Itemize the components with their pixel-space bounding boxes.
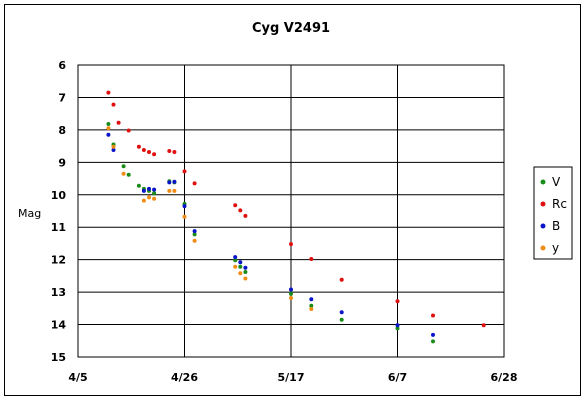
point-rc — [106, 90, 111, 95]
point-b — [289, 287, 293, 292]
legend-label-v: V — [552, 175, 561, 189]
legend-marker-b — [540, 223, 546, 229]
chart-title: Cyg V2491 — [252, 21, 330, 36]
point-rc — [243, 213, 248, 218]
point-rc — [481, 323, 486, 328]
point-rc — [111, 102, 116, 107]
x-axis-ticks: 4/5 4/26 5/17 6/7 6/28 — [68, 371, 517, 384]
grid-lines — [78, 65, 504, 357]
legend-label-rc: Rc — [552, 197, 567, 211]
point-v — [238, 264, 243, 269]
legend-marker-y — [540, 245, 546, 251]
point-b — [172, 179, 177, 184]
point-rc — [126, 128, 131, 133]
point-v — [152, 191, 157, 196]
point-rc — [116, 120, 121, 125]
point-rc — [395, 299, 400, 304]
point-y — [172, 188, 177, 193]
point-y — [121, 171, 126, 176]
point-rc — [339, 277, 344, 282]
y-tick-label: 10 — [51, 189, 67, 202]
legend-box — [533, 166, 573, 260]
point-v — [289, 291, 293, 296]
legend-label-b: B — [552, 219, 560, 233]
point-y — [192, 238, 197, 243]
x-tick-label: 4/5 — [68, 371, 87, 384]
point-b — [141, 188, 146, 193]
point-rc — [431, 313, 435, 318]
point-v — [136, 183, 141, 188]
y-tick-label: 6 — [58, 59, 66, 72]
point-b — [339, 310, 344, 315]
point-rc — [147, 150, 151, 154]
point-b — [106, 132, 111, 137]
point-y — [152, 196, 157, 201]
point-rc — [238, 208, 243, 213]
point-y — [309, 307, 314, 311]
x-tick-label: 4/26 — [171, 371, 198, 384]
point-b — [243, 265, 248, 270]
point-y — [111, 144, 116, 149]
y-tick-label: 13 — [51, 286, 66, 299]
point-rc — [136, 144, 141, 149]
legend-marker-rc — [540, 201, 546, 207]
point-v — [121, 164, 126, 169]
point-y — [243, 276, 248, 281]
point-y — [233, 264, 238, 269]
y-tick-label: 15 — [51, 351, 66, 364]
point-b — [395, 323, 400, 328]
point-rc — [182, 169, 187, 174]
x-tick-label: 6/7 — [388, 371, 407, 384]
point-rc — [233, 203, 238, 208]
legend: V Rc By — [540, 175, 567, 255]
point-y — [238, 271, 243, 276]
point-b — [431, 332, 435, 337]
point-rc — [192, 181, 197, 186]
y-axis-ticks: 6 7 8 9 10 11 12 13 14 15 — [51, 59, 67, 364]
point-v — [395, 326, 400, 331]
point-b — [182, 204, 187, 209]
point-y — [182, 214, 187, 219]
point-y — [289, 296, 293, 300]
point-b — [111, 148, 116, 152]
point-b — [238, 260, 243, 265]
point-v — [192, 232, 197, 237]
y-tick-label: 11 — [51, 221, 66, 234]
legend-label-y: y — [552, 241, 559, 255]
y-tick-label: 8 — [58, 124, 66, 137]
point-b — [167, 180, 172, 185]
point-rc — [289, 242, 293, 247]
x-tick-label: 5/17 — [278, 371, 305, 384]
point-v — [106, 122, 111, 126]
point-v — [243, 270, 248, 274]
point-v — [126, 172, 131, 177]
x-tick-label: 6/28 — [491, 371, 518, 384]
point-rc — [172, 150, 177, 154]
point-rc — [141, 148, 146, 152]
point-v — [339, 317, 344, 322]
point-y — [167, 188, 172, 193]
point-v — [233, 258, 238, 263]
y-tick-label: 9 — [58, 156, 66, 169]
y-tick-label: 7 — [58, 91, 66, 104]
point-rc — [152, 152, 157, 157]
y-tick-label: 14 — [51, 319, 67, 332]
y-axis-label: Mag — [18, 207, 41, 220]
point-rc — [167, 149, 172, 153]
legend-marker-v — [540, 179, 546, 185]
point-v — [431, 339, 435, 344]
point-v — [309, 303, 314, 308]
point-b — [152, 187, 157, 192]
y-tick-label: 12 — [51, 254, 66, 267]
point-b — [309, 297, 314, 302]
point-b — [192, 229, 197, 234]
data-points — [106, 90, 486, 344]
point-y — [106, 126, 111, 131]
point-rc — [309, 257, 314, 261]
point-y — [147, 195, 151, 200]
point-y — [141, 198, 146, 203]
point-b — [233, 255, 238, 260]
point-b — [147, 186, 151, 191]
